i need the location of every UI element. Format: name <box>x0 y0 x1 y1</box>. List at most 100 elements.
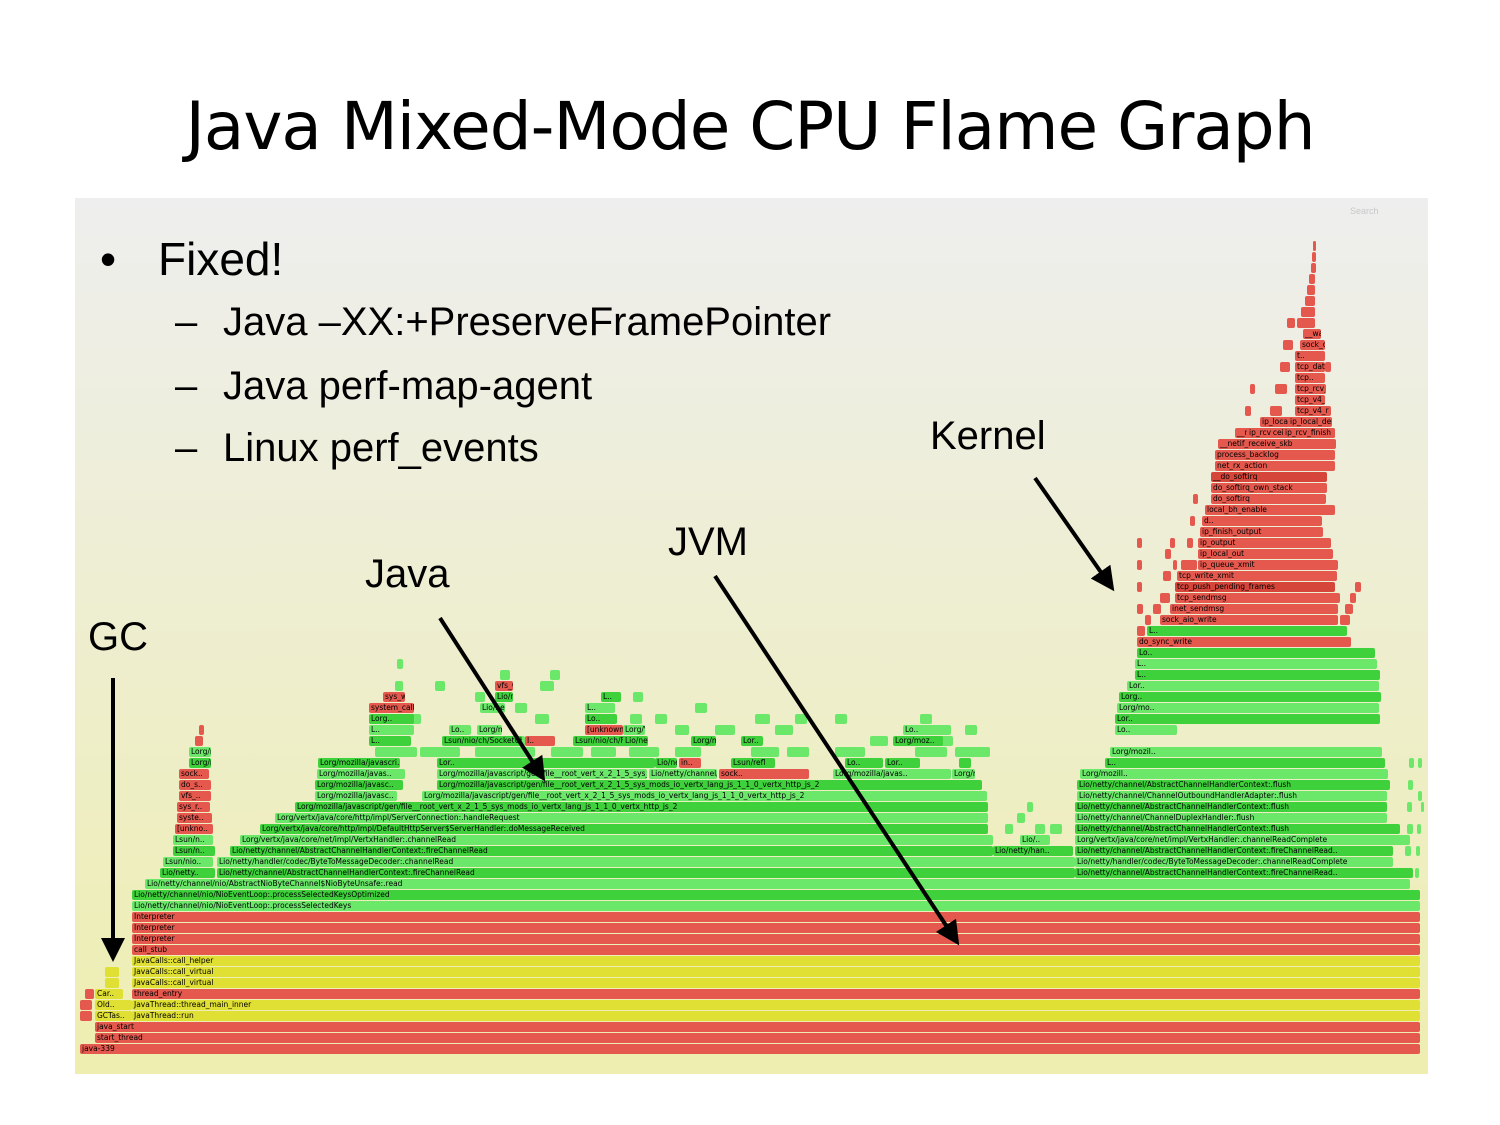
flame-frame-sliver[interactable] <box>1145 615 1151 625</box>
flame-frame[interactable]: Lsun/n.. <box>173 846 215 856</box>
flame-frame-sliver[interactable] <box>550 670 560 680</box>
flame-frame[interactable]: Lio/ne.. <box>495 692 513 702</box>
flame-frame[interactable]: L.. <box>585 703 615 713</box>
flame-frame-sliver[interactable] <box>1280 362 1290 372</box>
flame-frame[interactable]: tcp_v4_do_rcv <box>1295 395 1325 405</box>
flame-frame[interactable]: __wak.. <box>1303 329 1321 339</box>
flame-frame[interactable]: Lorg/mozill.. <box>1080 769 1388 779</box>
flame-frame[interactable]: Lio/netty/channel/ChannelOutboundHandler… <box>1077 791 1387 801</box>
flame-frame[interactable]: Lorg/vertx/java/core/net/impl/VertxHandl… <box>240 835 993 845</box>
flame-frame[interactable]: Lorg/mozil.. <box>1110 747 1382 757</box>
flame-frame[interactable]: Lsun/n.. <box>173 835 213 845</box>
flame-frame[interactable]: syste.. <box>177 813 212 823</box>
flame-frame[interactable]: Lorg/moz.. <box>893 736 943 746</box>
flame-frame[interactable]: Lor.. <box>437 758 655 768</box>
flame-frame[interactable]: Lio/netty/channel/AbstractChannelHandler… <box>1075 802 1387 812</box>
flame-frame[interactable]: ip_rcv_finish <box>1283 428 1335 438</box>
flame-frame-sliver[interactable] <box>1165 549 1171 559</box>
flame-frame-sliver[interactable] <box>395 681 403 691</box>
flame-frame[interactable]: JavaCalls::call_virtual <box>132 978 1420 988</box>
flame-frame-sliver[interactable] <box>1163 571 1171 581</box>
flame-frame[interactable]: Interpreter <box>132 912 1420 922</box>
flame-frame-sliver[interactable] <box>965 725 977 735</box>
flame-frame[interactable]: Lo.. <box>449 725 471 735</box>
flame-frame[interactable]: Lio/netty/channel/AbstractChannelHandler… <box>217 868 1075 878</box>
flame-frame[interactable]: net_rx_action <box>1215 461 1335 471</box>
flame-frame[interactable]: Old.. <box>95 1000 132 1010</box>
flame-frame[interactable]: Lorg/mozilla/javasc.. <box>315 791 397 801</box>
flame-frame[interactable]: sock_aio_write <box>1160 615 1338 625</box>
flame-frame[interactable]: Lio/netty/handler/codec/ByteToMessageDec… <box>217 857 1075 867</box>
flame-frame-sliver[interactable] <box>1311 263 1316 273</box>
flame-frame-sliver[interactable] <box>1297 318 1315 328</box>
flame-frame[interactable]: ip_rcv <box>1247 428 1273 438</box>
flame-frame[interactable]: Lor.. <box>1127 681 1379 691</box>
flame-frame[interactable]: L.. <box>1135 670 1380 680</box>
flame-frame-sliver[interactable] <box>1245 406 1251 416</box>
flame-frame[interactable]: ip_queue_xmit <box>1198 560 1338 570</box>
flame-frame-sliver[interactable] <box>751 747 779 757</box>
flame-frame[interactable]: Lorg/vertx/java/core/http/impl/DefaultHt… <box>260 824 988 834</box>
flame-frame[interactable]: Lio/.. <box>1020 835 1050 845</box>
flame-frame[interactable]: in.. <box>679 758 701 768</box>
flame-frame[interactable]: tcp.. <box>1295 373 1325 383</box>
flame-frame-sliver[interactable] <box>1153 604 1161 614</box>
flame-frame[interactable]: Lsun/nio.. <box>163 857 213 867</box>
flame-frame-sliver[interactable] <box>1137 538 1142 548</box>
flame-frame-sliver[interactable] <box>835 747 865 757</box>
flame-frame-sliver[interactable] <box>1409 758 1414 768</box>
flame-frame[interactable]: process_backlog <box>1215 450 1335 460</box>
flame-frame-sliver[interactable] <box>1325 362 1331 372</box>
flame-frame-sliver[interactable] <box>1017 813 1025 823</box>
flame-frame[interactable]: Lsun/nio/ch/SocketChannelImpl:.write <box>442 736 522 746</box>
flame-frame[interactable]: vfs_write <box>495 681 513 691</box>
flame-frame[interactable]: Lio/netty/channel/AbstractChannelHandler… <box>1075 824 1400 834</box>
flame-frame-sliver[interactable] <box>105 967 119 977</box>
flame-frame[interactable]: L.. <box>601 692 621 702</box>
flame-frame-sliver[interactable] <box>787 747 809 757</box>
flame-frame[interactable]: JavaThread::run <box>132 1011 1420 1021</box>
flame-frame[interactable]: Lorg/moz.. <box>477 725 502 735</box>
flame-frame[interactable]: __do_softirq <box>1211 472 1327 482</box>
flame-frame[interactable]: [unknown] <box>585 725 623 735</box>
flame-frame-sliver[interactable] <box>551 747 583 757</box>
flame-frame-sliver[interactable] <box>1350 593 1356 603</box>
flame-frame[interactable]: JavaThread::thread_main_inner <box>132 1000 1420 1010</box>
flame-frame[interactable]: tcp_sendmsg <box>1175 593 1340 603</box>
flame-frame-sliver[interactable] <box>629 747 659 757</box>
flame-frame[interactable]: Lio/netty/channel/nio/AbstractNioByteCha… <box>655 758 677 768</box>
flame-frame-sliver[interactable] <box>1027 802 1033 812</box>
flame-frame-sliver[interactable] <box>1170 538 1175 548</box>
flame-frame-sliver[interactable] <box>1415 868 1419 878</box>
flame-frame[interactable]: I.. <box>525 736 555 746</box>
flame-frame[interactable]: Lorg/mozilla/javascript/gen/file__root_v… <box>295 802 988 812</box>
flame-frame[interactable]: Lio/netty/channel/AbstractChannelHandler… <box>230 846 993 856</box>
flame-frame[interactable]: Lorg/mo.. <box>1117 703 1379 713</box>
flame-frame-sliver[interactable] <box>633 692 643 702</box>
flame-frame-sliver[interactable] <box>1283 340 1293 350</box>
flame-frame-sliver[interactable] <box>1405 846 1411 856</box>
flame-frame[interactable]: Lorg/mozilla/javas.. <box>833 769 951 779</box>
flame-frame[interactable]: do_s.. <box>179 780 211 790</box>
flame-frame[interactable]: ip_local_out <box>1198 549 1333 559</box>
flame-frame-sliver[interactable] <box>1307 285 1315 295</box>
flame-frame[interactable]: Lo.. <box>845 758 883 768</box>
flame-frame-sliver[interactable] <box>475 747 535 757</box>
flame-frame-sliver[interactable] <box>1137 604 1143 614</box>
flame-frame-sliver[interactable] <box>420 747 460 757</box>
flame-frame[interactable]: Lor.. <box>741 736 763 746</box>
flame-frame-sliver[interactable] <box>1193 494 1198 504</box>
flame-frame[interactable]: Lorg/vertx/java/core/net/impl/VertxHandl… <box>1075 835 1410 845</box>
flame-frame[interactable]: Lio/netty/channel/nio/NioEventLoop:.proc… <box>132 901 1420 911</box>
flame-frame-sliver[interactable] <box>960 747 990 757</box>
flame-frame[interactable]: L.. <box>1135 659 1377 669</box>
flame-frame[interactable]: Lio/netty/channel/AbstractChannelHandler… <box>1075 868 1413 878</box>
flame-frame[interactable]: java_start <box>95 1022 1420 1032</box>
flame-frame[interactable]: sys_r.. <box>177 802 210 812</box>
search-button[interactable]: Search <box>1350 206 1379 216</box>
flame-frame-sliver[interactable] <box>80 1000 92 1010</box>
flame-frame[interactable]: Lorg/m.. <box>189 747 211 757</box>
flame-frame[interactable]: ip_finish_output <box>1200 527 1323 537</box>
flame-frame[interactable]: d.. <box>1202 516 1322 526</box>
flame-frame[interactable]: start_thread <box>95 1033 1420 1043</box>
